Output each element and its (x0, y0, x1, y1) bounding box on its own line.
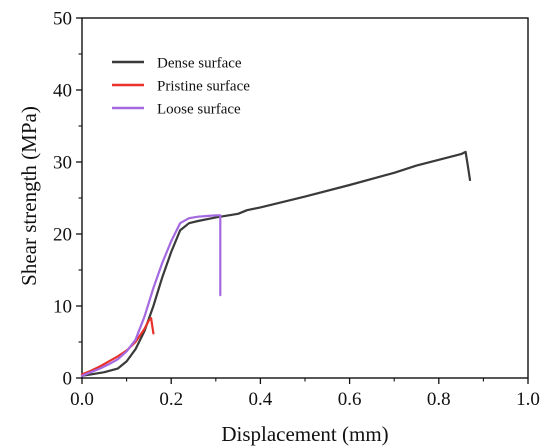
legend-label: Dense surface (157, 56, 242, 72)
series-group (80, 150, 472, 377)
x-tick-label: 0.2 (159, 389, 183, 410)
plot-frame (81, 17, 529, 379)
y-axis-label: Shear strength (MPa) (17, 106, 41, 286)
y-tick-label: 40 (53, 81, 72, 102)
y-tick-label: 20 (53, 225, 72, 246)
legend: Dense surface Pristine surface Loose surfa… (112, 56, 250, 118)
series-line-pristine-surface (80, 317, 155, 376)
y-tick-label: 10 (53, 297, 72, 318)
plot-frame-group (81, 17, 529, 379)
series-line-dense-surface (80, 150, 472, 377)
x-tick-label: 1.0 (516, 389, 540, 410)
y-tick-label: 0 (63, 369, 73, 390)
x-tick-label: 0.6 (338, 389, 362, 410)
x-axis-label: Displacement (mm) (221, 422, 388, 446)
x-tick-label: 0.4 (249, 389, 273, 410)
legend-label: Loose surface (157, 102, 241, 118)
y-tick-label: 50 (53, 9, 72, 30)
x-tick-label: 0.8 (427, 389, 451, 410)
legend-label: Pristine surface (157, 79, 250, 95)
axis-ticks-group: 0.0 0.2 0.4 0.6 0.8 1.0 0 10 20 30 40 50 (53, 9, 540, 411)
series-line-loose-surface (80, 214, 222, 377)
y-tick-label: 30 (53, 153, 72, 174)
x-tick-label: 0.0 (70, 389, 94, 410)
